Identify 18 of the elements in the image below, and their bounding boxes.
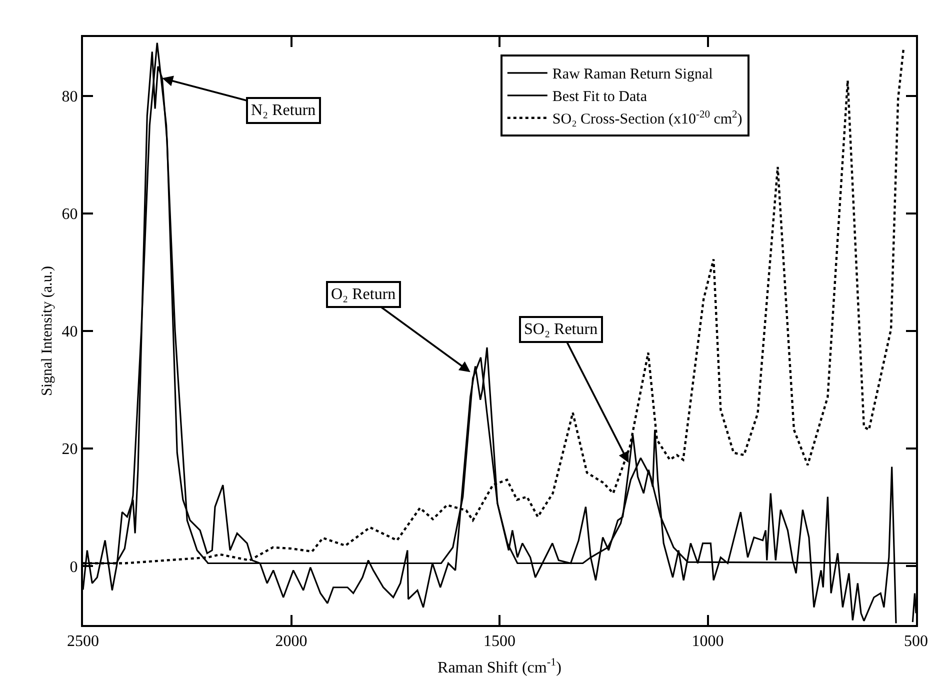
y-tick-label: 20 xyxy=(62,441,78,458)
x-tick-label: 500 xyxy=(904,633,928,650)
annotation: O₂ Return xyxy=(331,286,396,303)
legend-label: Raw Raman Return Signal xyxy=(552,66,713,83)
y-tick-label: 80 xyxy=(62,88,78,106)
x-tick-label: 2500 xyxy=(67,633,99,650)
y-axis-title: Signal Intensity (a.u.) xyxy=(40,266,56,396)
annotation: SO₂ Return xyxy=(524,321,598,338)
annotation: N₂ Return xyxy=(251,102,316,119)
x-tick-label: 2000 xyxy=(275,633,308,650)
legend-label: Best Fit to Data xyxy=(552,89,648,106)
x-tick-label: 1000 xyxy=(692,633,724,650)
y-tick-label: 60 xyxy=(62,206,78,223)
y-tick-label: 0 xyxy=(70,558,78,576)
y-tick-label: 40 xyxy=(62,324,78,341)
x-axis-title: Raman Shift (cm$^{-1}$) xyxy=(438,656,562,676)
x-tick-label: 1500 xyxy=(484,633,516,650)
legend-label: SO₂ Cross-Section (x10$^{-20}$ cm$^{2}$) xyxy=(552,109,742,128)
